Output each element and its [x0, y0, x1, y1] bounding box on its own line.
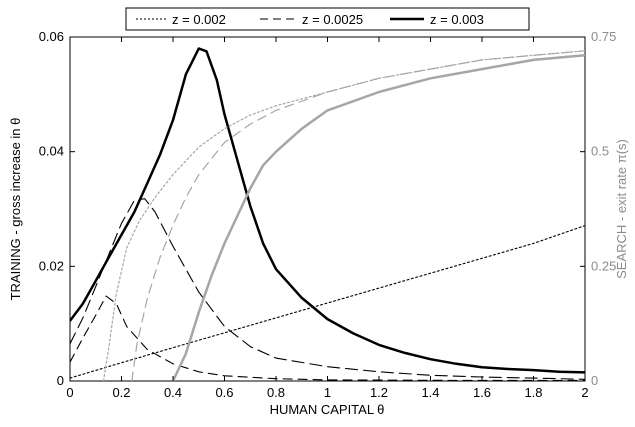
legend-label-1: z = 0.002 — [172, 12, 226, 27]
x-tick-label: 1.8 — [524, 385, 542, 400]
series-layer — [70, 47, 585, 381]
x-tick-label: 1 — [324, 385, 331, 400]
legend-label-3: z = 0.003 — [430, 12, 484, 27]
search-series-dashed-line — [131, 50, 585, 381]
y-left-tick-label: 0.06 — [39, 29, 64, 44]
y-left-tick-label: 0.04 — [39, 144, 64, 159]
training-series-long-dash-line — [70, 198, 585, 380]
y-right-tick-label: 0.5 — [591, 144, 609, 159]
training-series-solid-line — [70, 47, 585, 374]
y-left-tick-label: 0.02 — [39, 258, 64, 273]
y-axis-left: 0 0.02 0.04 0.06 — [39, 29, 75, 388]
x-tick-label: 0.8 — [267, 385, 285, 400]
training-series-dotted-line — [70, 225, 585, 379]
x-axis: 0 0.2 0.4 0.6 0.8 1 1.2 1.4 1.6 1.8 2 — [66, 37, 589, 400]
y-left-tick-label: 0 — [57, 373, 64, 388]
x-tick-label: 1.4 — [421, 385, 439, 400]
x-tick-label: 0.2 — [112, 385, 130, 400]
training-series-dashed-line — [70, 295, 585, 381]
y-right-tick-label: 0.75 — [591, 29, 616, 44]
x-tick-label: 1.6 — [473, 385, 491, 400]
plot-frame — [69, 36, 586, 382]
search-series-solid-line — [171, 54, 585, 381]
y-right-tick-label: 0 — [591, 373, 598, 388]
x-tick-label: 0.4 — [164, 385, 182, 400]
y-axis-right-title: SEARCH - exit rate π(s) — [614, 139, 629, 279]
legend-label-2: z = 0.0025 — [302, 12, 363, 27]
x-axis-title: HUMAN CAPITAL θ — [270, 402, 385, 417]
x-tick-label: 0 — [66, 385, 73, 400]
legend-box — [125, 7, 530, 31]
y-axis-right: 0 0.25 0.5 0.75 — [580, 29, 616, 388]
x-tick-label: 0.6 — [215, 385, 233, 400]
search-series-dotted-line — [102, 50, 585, 381]
legend: z = 0.002 z = 0.0025 z = 0.003 — [125, 7, 530, 31]
y-right-tick-label: 0.25 — [591, 258, 616, 273]
x-tick-label: 2 — [581, 385, 588, 400]
y-axis-left-title: TRAINING - gross increase in θ — [8, 118, 23, 301]
x-tick-label: 1.2 — [370, 385, 388, 400]
